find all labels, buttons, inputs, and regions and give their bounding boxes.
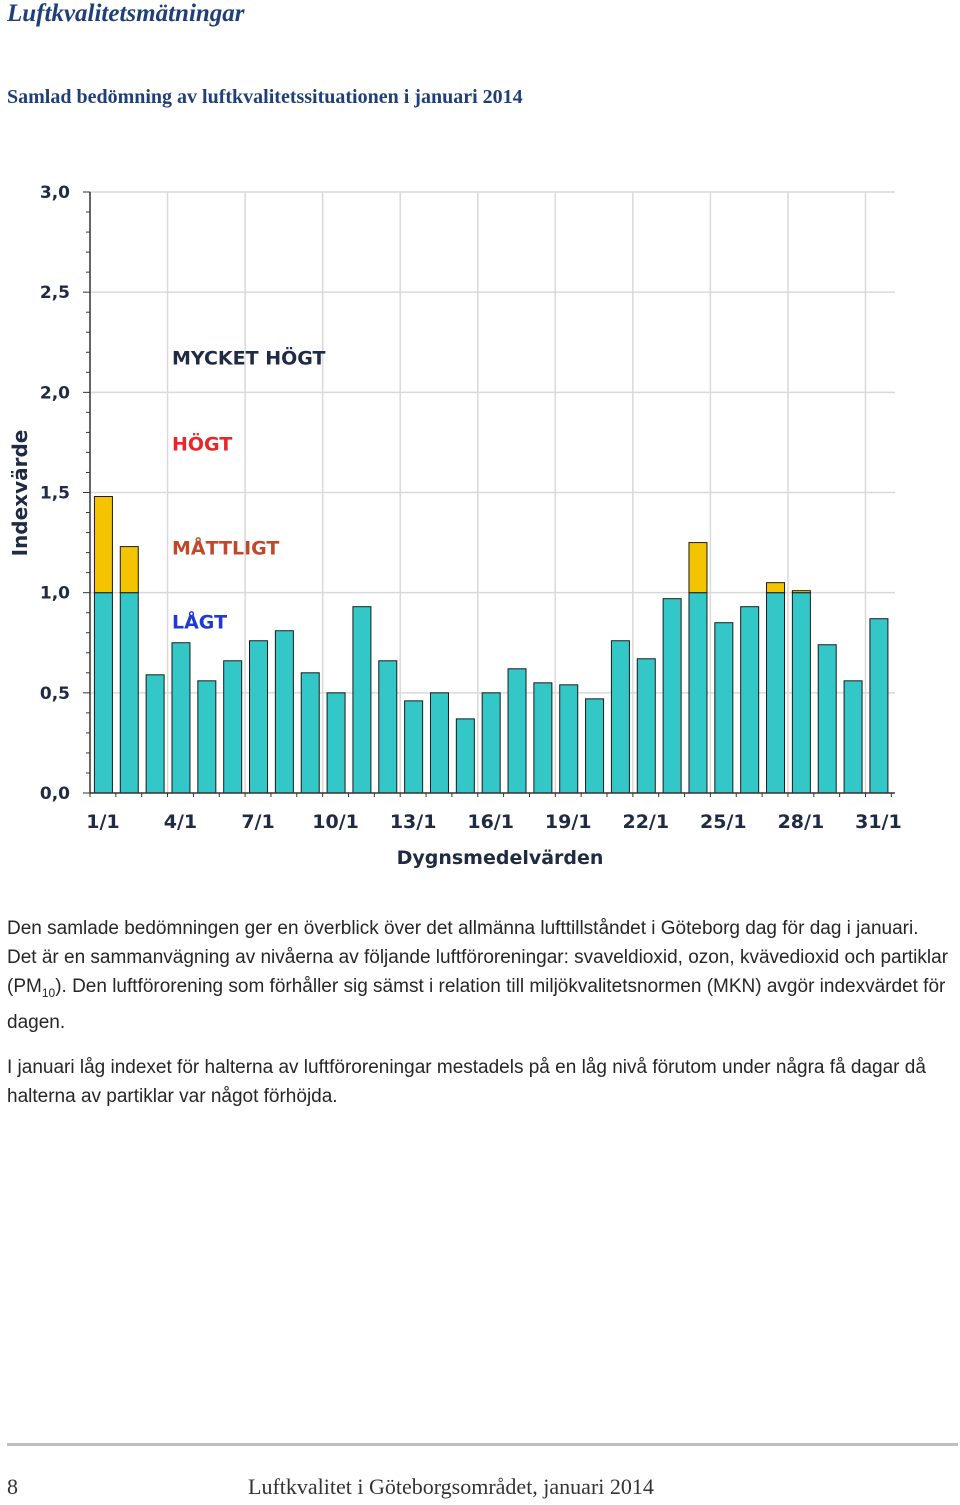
bar-low-day-2 bbox=[119, 592, 139, 794]
page-number: 8 bbox=[7, 1474, 18, 1499]
x-tick-label: 19/1 bbox=[545, 811, 592, 833]
bar-low-day-3 bbox=[145, 674, 165, 794]
level-label-2: HÖGT bbox=[172, 431, 232, 455]
y-tick-label: 0,0 bbox=[40, 784, 70, 804]
bar-low-day-4 bbox=[171, 642, 191, 794]
grid-layer bbox=[90, 191, 895, 793]
paragraph-overview-part2: ). Den luftförorening som förhåller sig … bbox=[7, 976, 946, 1033]
bar-low-day-6 bbox=[223, 660, 243, 794]
bar-low-day-10 bbox=[326, 692, 346, 794]
document-title: Luftkvalitetsmätningar bbox=[7, 0, 245, 27]
y-tick-label: 1,5 bbox=[40, 484, 70, 504]
bar-low-day-17 bbox=[507, 668, 527, 794]
bar-moderate-day-27 bbox=[766, 582, 786, 594]
x-tick-label: 25/1 bbox=[700, 811, 747, 833]
bar-low-day-30 bbox=[843, 680, 863, 794]
labels-layer: 0,0 0,5 1,0 1,5 2,0 2,5 3,0 1/1 4/1 7/1 10/1 13/1 16… bbox=[40, 183, 902, 833]
x-tick-label: 16/1 bbox=[467, 811, 514, 833]
bar-low-day-14 bbox=[429, 692, 449, 794]
document-subtitle: Samlad bedömning av luftkvalitetssituati… bbox=[7, 86, 523, 108]
bar-moderate-day-28 bbox=[791, 590, 811, 594]
bar-low-day-25 bbox=[714, 622, 734, 794]
bar-low-day-18 bbox=[533, 682, 553, 794]
x-tick-label: 4/1 bbox=[164, 811, 197, 833]
footer-divider bbox=[7, 1443, 958, 1446]
bar-low-day-22 bbox=[636, 658, 656, 794]
x-tick-label: 7/1 bbox=[241, 811, 274, 833]
y-axis-label: Indexvärde bbox=[8, 430, 32, 557]
bar-low-day-20 bbox=[585, 698, 605, 794]
bar-moderate-day-24 bbox=[688, 542, 708, 594]
y-tick-label: 3,0 bbox=[40, 183, 70, 203]
level-label-1: MYCKET HÖGT bbox=[172, 345, 326, 369]
y-tick-label: 2,5 bbox=[40, 283, 70, 303]
bar-low-day-21 bbox=[610, 640, 630, 794]
x-tick-label: 13/1 bbox=[390, 811, 437, 833]
y-tick-label: 0,5 bbox=[40, 684, 70, 704]
x-tick-label: 10/1 bbox=[312, 811, 359, 833]
bar-low-day-15 bbox=[455, 718, 475, 794]
bar-low-day-28 bbox=[791, 592, 811, 794]
x-tick-label: 28/1 bbox=[778, 811, 825, 833]
bar-moderate-day-1 bbox=[93, 496, 113, 594]
bar-low-day-12 bbox=[378, 660, 398, 794]
footer-title: Luftkvalitet i Göteborgsområdet, januari… bbox=[248, 1474, 654, 1499]
bar-low-day-26 bbox=[740, 606, 760, 794]
bar-low-day-9 bbox=[300, 672, 320, 794]
bar-low-day-27 bbox=[766, 592, 786, 794]
bar-moderate-day-2 bbox=[119, 546, 139, 594]
y-tick-label: 1,0 bbox=[40, 584, 70, 604]
y-tick-label: 2,0 bbox=[40, 383, 70, 403]
level-label-3: MÅTTLIGT bbox=[172, 536, 279, 560]
level-label-4: LÅGT bbox=[172, 610, 227, 634]
bar-low-day-19 bbox=[559, 684, 579, 794]
bar-low-day-29 bbox=[817, 644, 837, 794]
pm10-subscript: 10 bbox=[41, 985, 56, 1000]
x-tick-label: 31/1 bbox=[855, 811, 902, 833]
paragraph-overview-part1: Den samlade bedömningen ger en överblick… bbox=[7, 918, 949, 997]
x-tick-label: 22/1 bbox=[622, 811, 669, 833]
paragraph-overview: Den samlade bedömningen ger en överblick… bbox=[7, 914, 952, 1037]
bar-low-day-5 bbox=[197, 680, 217, 794]
bar-low-day-11 bbox=[352, 606, 372, 794]
bar-low-day-1 bbox=[93, 592, 113, 794]
bar-low-day-23 bbox=[662, 598, 682, 794]
air-quality-index-chart: 0,0 0,5 1,0 1,5 2,0 2,5 3,0 1/1 4/1 7/1 10/1 13/1 16… bbox=[8, 183, 902, 869]
bar-low-day-16 bbox=[481, 692, 501, 794]
bar-low-day-8 bbox=[274, 630, 294, 794]
bar-low-day-24 bbox=[688, 592, 708, 794]
bar-low-day-13 bbox=[404, 700, 424, 794]
bar-low-day-31 bbox=[869, 618, 889, 794]
bars-layer bbox=[93, 496, 889, 794]
x-tick-label: 1/1 bbox=[86, 811, 119, 833]
axis-layer bbox=[83, 191, 895, 797]
x-axis-label: Dygnsmedelvärden bbox=[397, 847, 604, 869]
paragraph-january: I januari låg indexet för halterna av lu… bbox=[7, 1057, 926, 1107]
bar-low-day-7 bbox=[249, 640, 269, 794]
